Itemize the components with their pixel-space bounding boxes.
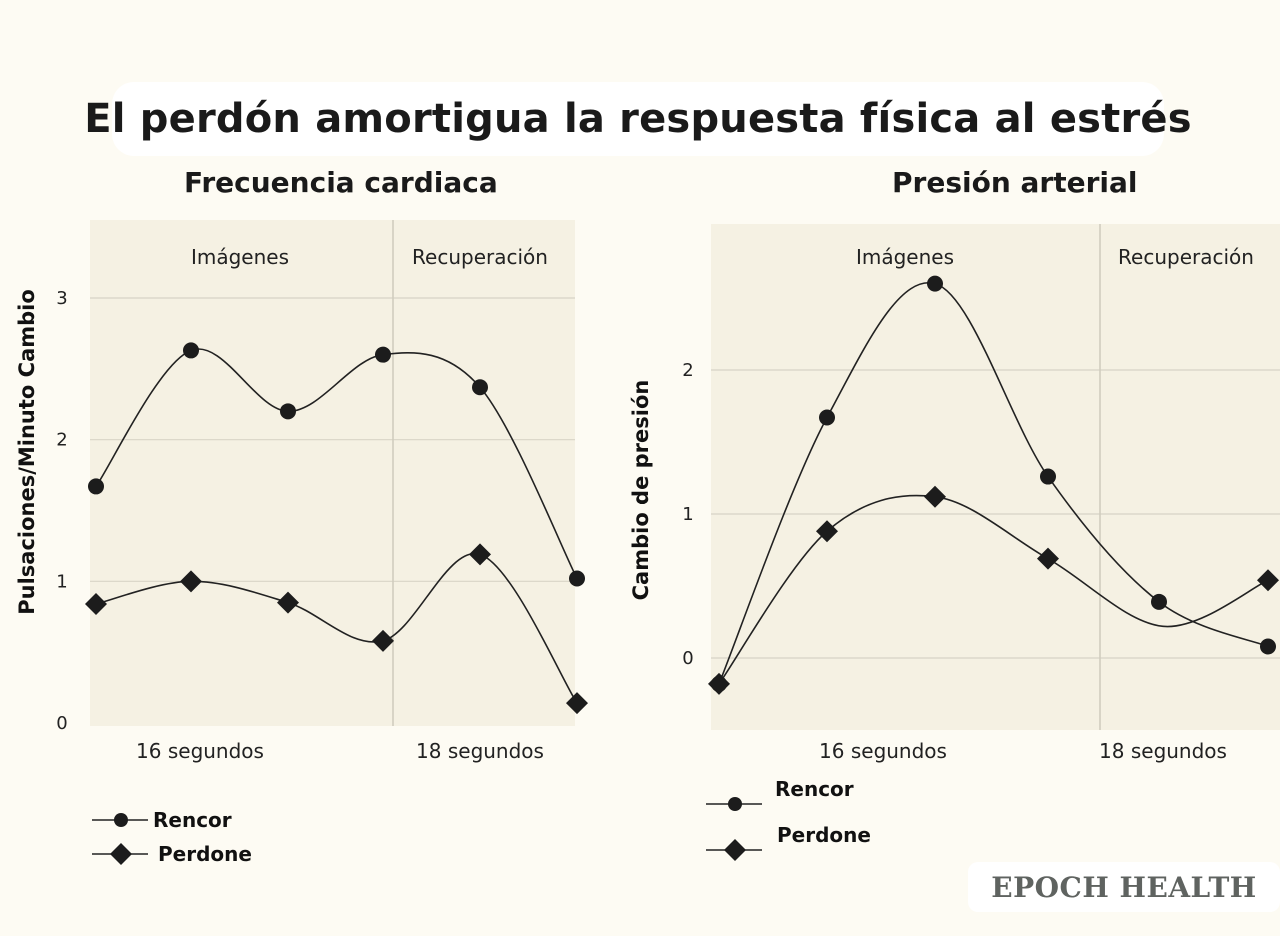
legend-label: Perdone xyxy=(158,842,252,866)
legend-label: Rencor xyxy=(153,808,232,832)
point-rencor xyxy=(1040,468,1056,485)
legend-item-rencor: Rencor xyxy=(706,777,854,811)
point-perdone xyxy=(566,692,588,715)
point-rencor xyxy=(569,570,585,587)
y-axis-label: Pulsaciones/Minuto Cambio xyxy=(15,289,39,615)
point-perdone xyxy=(924,485,946,508)
plot-area xyxy=(711,224,1280,730)
x-tick-label: 18 segundos xyxy=(416,739,544,763)
phase-label: Recuperación xyxy=(1118,245,1254,269)
legend-marker-circle xyxy=(728,797,742,811)
brand-logo: EPOCH HEALTH xyxy=(991,870,1257,904)
point-perdone xyxy=(1037,547,1059,570)
chart-blood-pressure: 0 1 2 Imágenes Recuperación 16 segundos 18 seg… xyxy=(629,224,1280,861)
point-rencor xyxy=(280,403,296,420)
point-rencor xyxy=(927,275,943,292)
y-axis-label: Cambio de presión xyxy=(629,380,653,601)
legend-marker-diamond xyxy=(724,839,746,861)
y-tick-label: 1 xyxy=(682,504,693,525)
y-tick-label: 0 xyxy=(682,648,693,669)
point-rencor xyxy=(88,478,104,495)
phase-label: Imágenes xyxy=(856,245,954,269)
x-tick-label: 18 segundos xyxy=(1099,739,1227,763)
y-tick-label: 0 xyxy=(56,713,67,734)
point-rencor xyxy=(183,342,199,359)
title-box: El perdón amortigua la respuesta física … xyxy=(84,82,1192,156)
point-rencor xyxy=(819,409,835,426)
point-perdone xyxy=(372,629,394,652)
phase-label: Recuperación xyxy=(412,245,548,269)
point-perdone xyxy=(277,591,299,614)
point-rencor xyxy=(1151,593,1167,610)
point-perdone xyxy=(816,520,838,543)
legend-item-perdone: Perdone xyxy=(92,842,252,866)
chart-title-heart-rate: Frecuencia cardiaca xyxy=(184,166,498,199)
series-line-rencor xyxy=(95,348,578,579)
chart-heart-rate: 0 1 2 3 Imágenes Recuperación 16 segundos 18 se… xyxy=(15,220,588,866)
legend-label: Perdone xyxy=(777,823,871,847)
series-line-perdone xyxy=(718,494,1269,685)
point-rencor xyxy=(472,379,488,396)
legend-item-perdone: Perdone xyxy=(706,823,871,861)
point-perdone xyxy=(1257,569,1279,592)
legend-label: Rencor xyxy=(775,777,854,801)
legend-marker-circle xyxy=(114,813,128,827)
y-tick-label: 1 xyxy=(56,571,67,592)
brand-box: EPOCH HEALTH xyxy=(968,862,1280,912)
plot-area xyxy=(90,220,575,726)
point-rencor xyxy=(375,346,391,363)
x-tick-label: 16 segundos xyxy=(136,739,264,763)
y-tick-label: 2 xyxy=(682,360,693,381)
page-title: El perdón amortigua la respuesta física … xyxy=(84,96,1192,142)
point-perdone xyxy=(180,570,202,593)
legend-item-rencor: Rencor xyxy=(92,808,232,832)
y-tick-label: 3 xyxy=(56,288,67,309)
point-perdone xyxy=(469,543,491,566)
x-tick-label: 16 segundos xyxy=(819,739,947,763)
y-tick-label: 2 xyxy=(56,430,67,451)
point-rencor xyxy=(1260,638,1276,655)
chart-title-blood-pressure: Presión arterial xyxy=(892,166,1138,199)
phase-label: Imágenes xyxy=(191,245,289,269)
legend-marker-diamond xyxy=(110,843,132,865)
point-perdone xyxy=(85,593,107,615)
point-perdone xyxy=(708,672,730,695)
